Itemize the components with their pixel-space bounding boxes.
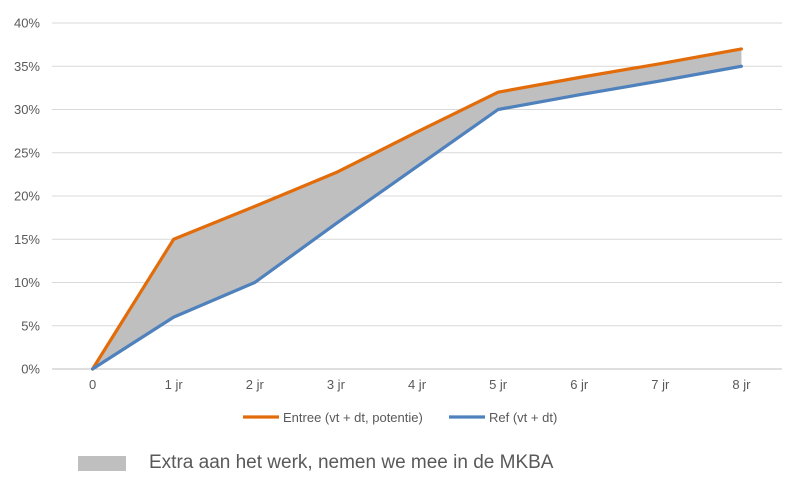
y-tick-label: 15% xyxy=(14,232,40,247)
y-tick-label: 40% xyxy=(14,16,40,31)
y-tick-label: 35% xyxy=(14,59,40,74)
x-tick-label: 4 jr xyxy=(408,377,427,392)
x-tick-label: 8 jr xyxy=(732,377,751,392)
series-lines xyxy=(90,47,744,371)
x-tick-label: 2 jr xyxy=(246,377,265,392)
legend-label: Entree (vt + dt, potentie) xyxy=(283,410,423,425)
y-tick-label: 5% xyxy=(21,318,40,333)
band-legend-swatch xyxy=(78,456,126,471)
x-tick-label: 7 jr xyxy=(651,377,670,392)
x-tick-label: 3 jr xyxy=(327,377,346,392)
x-tick-label: 6 jr xyxy=(570,377,589,392)
series-line-entree xyxy=(90,47,744,371)
y-axis-ticks: 0% 5% 10% 15% 20% 25% 30% 35% 40% xyxy=(14,16,40,377)
x-tick-label: 0 xyxy=(89,377,96,392)
band-area xyxy=(92,48,742,369)
y-tick-label: 20% xyxy=(14,189,40,204)
x-tick-label: 5 jr xyxy=(489,377,508,392)
y-tick-label: 25% xyxy=(14,145,40,160)
x-axis-ticks: 0 1 jr 2 jr 3 jr 4 jr 5 jr 6 jr 7 jr 8 jr xyxy=(89,377,751,392)
legend-label: Ref (vt + dt) xyxy=(489,410,557,425)
series-line-ref xyxy=(90,64,744,371)
legend: Entree (vt + dt, potentie) Ref (vt + dt) xyxy=(243,410,557,425)
y-tick-label: 10% xyxy=(14,275,40,290)
x-tick-label: 1 jr xyxy=(165,377,184,392)
difference-band xyxy=(92,48,742,369)
y-tick-label: 30% xyxy=(14,102,40,117)
y-tick-label: 0% xyxy=(21,362,40,377)
band-legend-label: Extra aan het werk, nemen we mee in de M… xyxy=(149,452,554,473)
